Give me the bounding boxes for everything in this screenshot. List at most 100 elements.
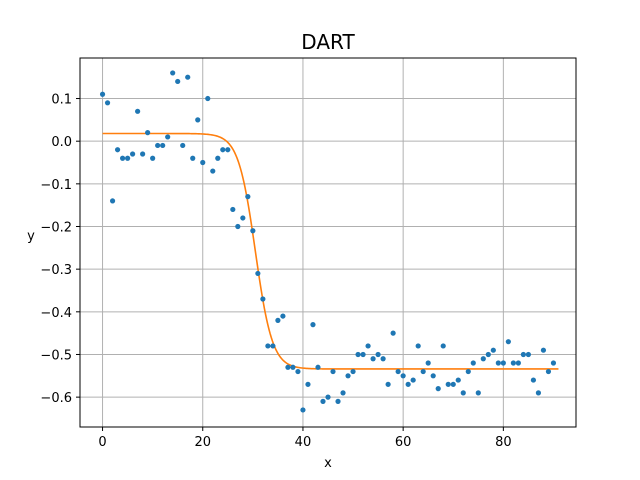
y-axis-label: y <box>27 229 35 244</box>
data-point <box>170 70 176 76</box>
data-point <box>295 368 301 375</box>
data-point <box>125 155 131 161</box>
data-point <box>380 356 386 362</box>
data-point <box>315 364 321 370</box>
data-point <box>150 155 156 161</box>
data-point <box>410 377 416 383</box>
y-tick-label: −0.3 <box>40 263 72 278</box>
data-point <box>109 198 116 204</box>
data-point <box>135 108 141 114</box>
x-tick-label: 20 <box>194 435 211 450</box>
y-tick-label: −0.6 <box>40 391 72 406</box>
data-point <box>175 78 181 85</box>
data-point <box>430 373 436 379</box>
data-point <box>210 168 216 174</box>
data-point <box>415 343 421 349</box>
data-point <box>485 351 491 358</box>
data-point <box>119 155 126 161</box>
data-point <box>330 368 336 375</box>
data-point <box>260 296 266 302</box>
data-point <box>320 398 326 404</box>
data-point <box>435 386 441 392</box>
data-point <box>445 381 451 387</box>
data-point <box>160 142 166 149</box>
data-point <box>275 317 281 323</box>
data-point <box>104 100 111 106</box>
data-point <box>490 347 496 353</box>
data-point <box>345 373 351 379</box>
x-tick-label: 0 <box>98 435 106 450</box>
y-tick-label: −0.5 <box>40 348 72 363</box>
data-point <box>185 74 191 80</box>
data-point <box>145 130 151 136</box>
x-tick-label: 80 <box>495 435 512 450</box>
data-point <box>190 155 196 161</box>
plot-frame <box>79 57 577 428</box>
data-point <box>495 360 501 366</box>
data-point <box>340 390 346 396</box>
data-point <box>510 360 516 366</box>
data-point <box>375 351 381 358</box>
data-point <box>455 377 461 383</box>
data-point <box>240 215 246 221</box>
data-point <box>365 343 371 349</box>
data-point <box>360 351 366 358</box>
data-point <box>325 394 331 400</box>
data-point <box>215 155 221 161</box>
y-tick-label: −0.1 <box>40 178 72 193</box>
x-axis-label: x <box>324 456 332 471</box>
data-point <box>385 381 391 387</box>
data-point <box>245 194 251 200</box>
data-point <box>140 151 146 157</box>
data-point <box>155 142 161 149</box>
data-point <box>465 368 471 375</box>
data-point <box>475 390 481 396</box>
data-point <box>225 147 231 153</box>
data-point <box>310 322 316 328</box>
data-point <box>500 360 506 366</box>
data-point <box>460 390 466 396</box>
data-point <box>220 147 226 153</box>
data-point <box>440 343 446 349</box>
data-point <box>114 147 121 153</box>
data-point <box>99 91 106 97</box>
data-point <box>205 95 211 102</box>
data-point <box>470 360 476 366</box>
data-point <box>165 134 171 140</box>
y-tick-label: 0.1 <box>51 93 72 108</box>
data-point <box>300 407 306 413</box>
data-point <box>450 381 456 387</box>
data-point <box>195 117 201 123</box>
data-point <box>515 360 521 366</box>
data-point <box>305 381 311 387</box>
data-point <box>480 356 486 362</box>
data-point <box>550 360 557 366</box>
axis-ticks: 0 20 40 60 80 0.1 0.0 −0.1 −0.2 −0.3 −0.4 −0.5 −0.6 <box>40 93 511 450</box>
data-point <box>520 351 526 358</box>
y-tick-label: −0.4 <box>40 306 72 321</box>
data-point <box>535 390 542 396</box>
data-point <box>230 206 236 213</box>
data-point <box>130 151 136 157</box>
data-point <box>235 223 241 230</box>
data-point <box>290 364 296 370</box>
data-point <box>525 351 532 358</box>
data-point <box>270 343 276 349</box>
data-point <box>400 373 406 379</box>
data-point <box>335 398 341 404</box>
data-point <box>505 339 511 345</box>
data-point <box>370 356 376 362</box>
x-tick-label: 60 <box>395 435 412 450</box>
data-point <box>180 142 186 149</box>
data-point <box>255 270 261 277</box>
data-point <box>355 351 361 358</box>
y-tick-label: 0.0 <box>51 135 72 150</box>
data-point <box>405 381 411 387</box>
data-point <box>280 313 286 319</box>
data-point <box>200 159 206 166</box>
data-point <box>285 364 291 370</box>
fit-line-layer <box>102 132 559 370</box>
data-point <box>395 368 401 375</box>
